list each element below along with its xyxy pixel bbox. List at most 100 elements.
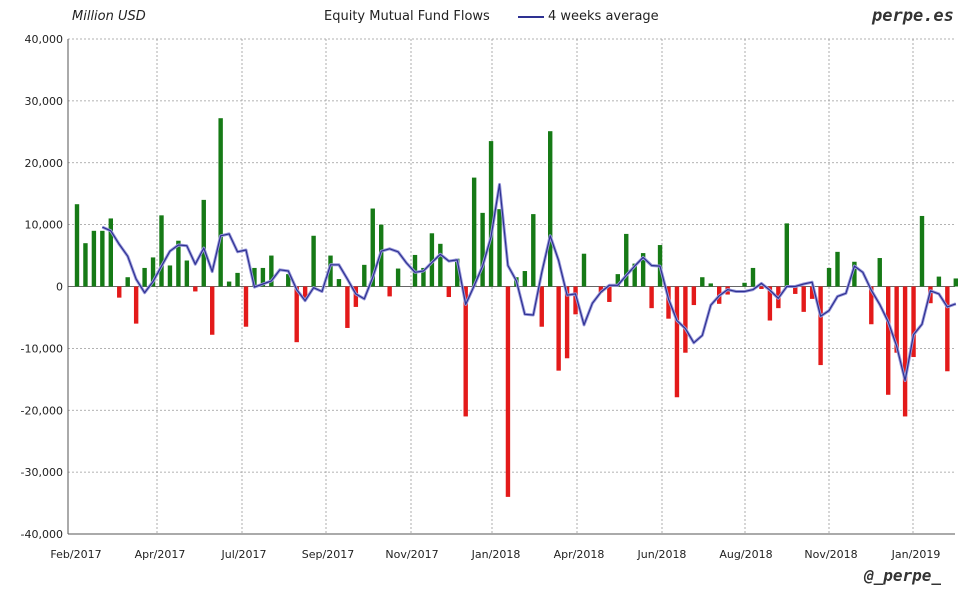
- bar: [336, 279, 342, 287]
- bar: [235, 272, 240, 287]
- bar: [252, 267, 257, 287]
- bar: [497, 209, 502, 287]
- bar: [598, 286, 604, 293]
- y-tick-label: 40,000: [25, 33, 64, 46]
- bar: [936, 276, 942, 287]
- y-tick-label: 20,000: [25, 157, 64, 170]
- bar: [370, 208, 375, 287]
- bar: [919, 215, 925, 287]
- legend: 4 weeks average: [518, 9, 659, 24]
- bar: [218, 118, 223, 287]
- x-tick-label: Sep/2017: [302, 548, 354, 561]
- bar: [759, 286, 764, 289]
- bar: [556, 286, 561, 371]
- bar: [953, 278, 958, 287]
- bar: [311, 235, 316, 287]
- bar: [548, 131, 553, 287]
- x-tick-label: Nov/2017: [385, 548, 438, 561]
- bar: [133, 286, 139, 324]
- bar: [700, 277, 705, 287]
- bar: [471, 177, 477, 287]
- bar: [286, 274, 291, 287]
- bar: [108, 218, 113, 287]
- grid: [68, 38, 955, 535]
- bar: [91, 230, 97, 287]
- bar: [877, 258, 882, 287]
- bar: [852, 261, 857, 287]
- bar: [801, 286, 806, 312]
- bar-series: [74, 118, 958, 497]
- bar: [362, 264, 367, 287]
- bar: [505, 286, 511, 497]
- social-handle: @_perpe_: [864, 566, 942, 585]
- bar: [894, 286, 899, 353]
- bar: [260, 267, 266, 287]
- bar: [83, 243, 88, 287]
- bar: [193, 286, 198, 292]
- bar: [480, 212, 485, 287]
- bar: [573, 286, 578, 315]
- x-tick-label: Apr/2017: [135, 548, 186, 561]
- axes: [67, 39, 955, 535]
- bar: [911, 286, 916, 358]
- bar: [793, 286, 798, 294]
- bar: [345, 286, 350, 328]
- bar: [387, 286, 392, 297]
- bar: [750, 267, 756, 287]
- bar: [767, 286, 773, 321]
- bar: [455, 258, 460, 287]
- bar: [353, 286, 359, 307]
- bar: [869, 286, 874, 325]
- bar: [395, 268, 401, 287]
- y-tick-label: 30,000: [25, 95, 64, 108]
- average-line: [102, 183, 957, 382]
- y-axis-ticks: 40,000 30,000 20,000 10,000 0 -10,000 -20,000 -…: [21, 33, 63, 541]
- bar: [142, 267, 147, 287]
- y-tick-label: -20,000: [21, 404, 63, 417]
- bar: [826, 267, 832, 287]
- x-tick-label: Jul/2017: [221, 548, 267, 561]
- bar: [429, 233, 435, 287]
- legend-line-swatch: [518, 16, 544, 18]
- bar: [421, 267, 426, 287]
- bar: [818, 286, 823, 366]
- bar: [522, 271, 528, 287]
- y-tick-label: 0: [56, 281, 63, 294]
- bar: [488, 141, 494, 287]
- bar: [117, 286, 122, 298]
- bar: [640, 253, 646, 287]
- bar: [210, 286, 215, 335]
- x-axis-ticks: Feb/2017 Apr/2017 Jul/2017 Sep/2017 Nov/2017…: [50, 548, 940, 561]
- bar: [167, 265, 173, 287]
- y-tick-label: -10,000: [21, 342, 63, 355]
- bar: [674, 286, 680, 398]
- bar: [226, 281, 232, 287]
- bar: [835, 251, 840, 287]
- x-tick-label: Jan/2019: [891, 548, 941, 561]
- bar: [539, 286, 544, 327]
- bar: [150, 257, 156, 287]
- y-tick-label: 10,000: [25, 219, 64, 232]
- bar: [615, 274, 620, 287]
- bar: [74, 204, 80, 287]
- y-axis-unit-label: Million USD: [72, 9, 146, 24]
- x-tick-label: Jun/2018: [637, 548, 687, 561]
- bar: [624, 233, 629, 287]
- bar: [243, 286, 249, 327]
- bar: [607, 286, 612, 302]
- bar: [446, 286, 451, 298]
- bar: [201, 199, 206, 287]
- x-tick-label: Apr/2018: [554, 548, 605, 561]
- bar: [159, 215, 164, 287]
- bar: [176, 240, 181, 287]
- bar: [683, 286, 688, 353]
- chart-title: Equity Mutual Fund Flows: [324, 9, 490, 24]
- bar: [902, 286, 908, 417]
- bar: [100, 230, 105, 287]
- bar: [564, 286, 570, 359]
- average-line-series: [101, 182, 957, 382]
- bar: [691, 286, 697, 306]
- bar: [742, 282, 747, 287]
- bar: [784, 223, 789, 287]
- bar: [463, 286, 468, 417]
